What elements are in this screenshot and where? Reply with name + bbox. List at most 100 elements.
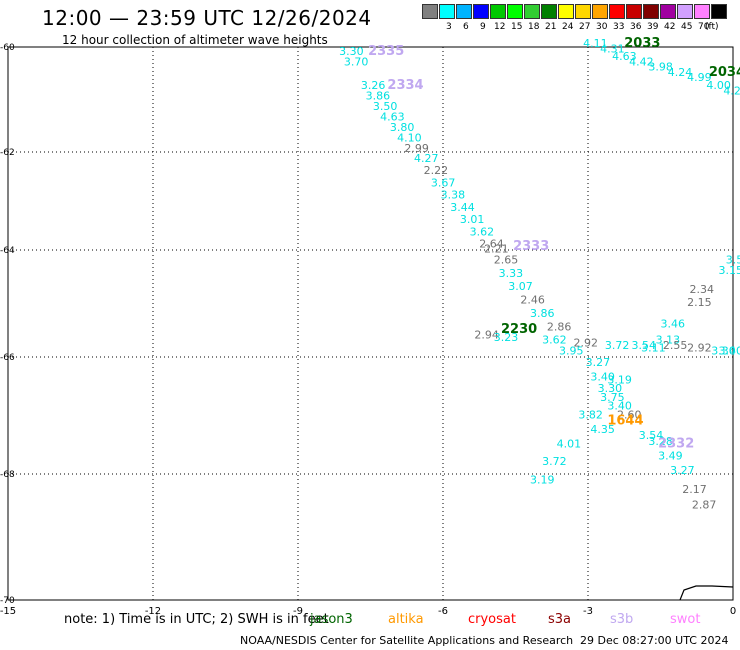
footer-timestamp: 29 Dec 08:27:00 UTC 2024 (580, 634, 729, 647)
legend-item-swot: swot (670, 612, 701, 627)
lon-tick-label: -3 (583, 606, 593, 617)
swh-value: 3.07 (508, 280, 533, 293)
scale-label: 70 (698, 22, 710, 32)
scale-swatch (592, 4, 608, 19)
scale-swatch (558, 4, 574, 19)
lat-tick-label: -68 (0, 470, 15, 480)
map-frame (7, 46, 734, 601)
swh-value: 4.01 (557, 438, 582, 451)
legend-item-cryosat: cryosat (468, 612, 516, 627)
scale-swatch (643, 4, 659, 19)
swh-value: 3.86 (530, 307, 555, 320)
swh-value: 3.11 (641, 342, 666, 355)
swh-value: 4.99 (687, 71, 712, 84)
swh-value: 3.95 (559, 344, 584, 357)
scale-label: 30 (596, 22, 608, 32)
swh-value: 3.54 (639, 429, 664, 442)
scale-swatch (490, 4, 506, 19)
swh-value: 4.24 (668, 66, 693, 79)
swh-value: 3.82 (578, 408, 603, 421)
swh-value: 3.40 (719, 344, 740, 357)
orbit-number-label: 2034 (709, 65, 740, 80)
lon-tick-label: -6 (438, 606, 448, 617)
swh-value: 3.30 (711, 344, 736, 357)
swh-value: 3.62 (542, 334, 567, 347)
swh-value: 3.33 (499, 267, 524, 280)
swh-value: 2.94 (474, 328, 499, 341)
swh-value: 3.67 (431, 176, 456, 189)
swh-value: 3.86 (366, 90, 391, 103)
scale-swatch (694, 4, 710, 19)
scale-swatch (677, 4, 693, 19)
legend-item-s3b: s3b (610, 612, 634, 627)
scale-swatch (660, 4, 676, 19)
scale-label: 42 (664, 22, 676, 32)
scale-label: 3 (446, 22, 452, 32)
swh-value: 2.64 (479, 238, 504, 251)
swh-value: 3.19 (530, 473, 555, 486)
swh-value: 2.46 (520, 294, 545, 307)
scale-label: 21 (545, 22, 557, 32)
orbit-number-label: 2333 (513, 239, 549, 254)
swh-value: 3.70 (344, 55, 369, 68)
swh-value: 3.15 (719, 264, 740, 277)
swh-value: 3.30 (598, 382, 623, 395)
swh-value: 3.44 (450, 201, 475, 214)
page-title: 12:00 — 23:59 UTC 12/26/2024 (42, 6, 372, 30)
swh-value: 4.63 (612, 50, 637, 63)
scale-label: 33 (613, 22, 625, 32)
orbit-number-label: 1644 (607, 413, 643, 428)
swh-value: 4.11 (583, 37, 608, 50)
swh-value: 2.92 (574, 336, 599, 349)
coastline (679, 585, 734, 601)
scale-label: 45 (681, 22, 693, 32)
scale-label: 12 (494, 22, 506, 32)
swh-value: 3.62 (470, 225, 495, 238)
legend-item-s3a: s3a (548, 612, 572, 627)
scale-swatch (439, 4, 455, 19)
swh-value: 2.34 (690, 283, 715, 296)
scale-swatch (609, 4, 625, 19)
swh-value: 3.72 (542, 455, 567, 468)
lat-tick-label: -60 (0, 43, 15, 53)
swh-value: 2.55 (663, 339, 688, 352)
swh-value: 3.23 (494, 331, 519, 344)
scale-label: 15 (511, 22, 523, 32)
swh-value: 3.5 (726, 253, 740, 266)
lon-tick-label: 0 (730, 606, 736, 617)
scale-swatch (473, 4, 489, 19)
lat-tick-label: -70 (0, 596, 15, 606)
legend-item-jason3: jason3 (310, 612, 353, 627)
swh-value: 3.01 (460, 213, 485, 226)
lat-tick-label: -64 (0, 246, 15, 256)
swh-value: 2.87 (692, 499, 717, 512)
legend-item-altika: altika (388, 612, 424, 627)
swh-value: 4.2 (723, 84, 740, 97)
scale-swatch (711, 4, 727, 19)
swh-value: 4.10 (397, 132, 422, 145)
swh-value: 2.22 (424, 164, 449, 177)
orbit-number-label: 2230 (501, 322, 537, 337)
swh-value: 2.65 (494, 253, 519, 266)
swh-value: 3.72 (605, 339, 630, 352)
swh-value: 4.27 (414, 152, 439, 165)
swh-value: 3.28 (648, 435, 673, 448)
swh-value: 3.19 (607, 373, 632, 386)
swh-value: 4.35 (590, 423, 615, 436)
swh-value: 3.27 (670, 464, 695, 477)
scale-swatch (422, 4, 438, 19)
lon-tick-label: -9 (293, 606, 303, 617)
swh-value: 2.15 (687, 296, 712, 309)
scale-unit: (ft) (705, 22, 719, 32)
scale-label: 36 (630, 22, 642, 32)
scale-swatch (507, 4, 523, 19)
swh-value: 3.38 (441, 189, 466, 202)
swh-value: 2.60 (617, 408, 642, 421)
scale-label: 9 (480, 22, 486, 32)
swh-value: 3.46 (661, 318, 686, 331)
swh-value: 4.63 (380, 111, 405, 124)
scale-label: 6 (463, 22, 469, 32)
orbit-number-label: 2334 (387, 78, 423, 93)
swh-value: 3.30 (339, 45, 364, 58)
swh-value: 3.13 (656, 334, 681, 347)
